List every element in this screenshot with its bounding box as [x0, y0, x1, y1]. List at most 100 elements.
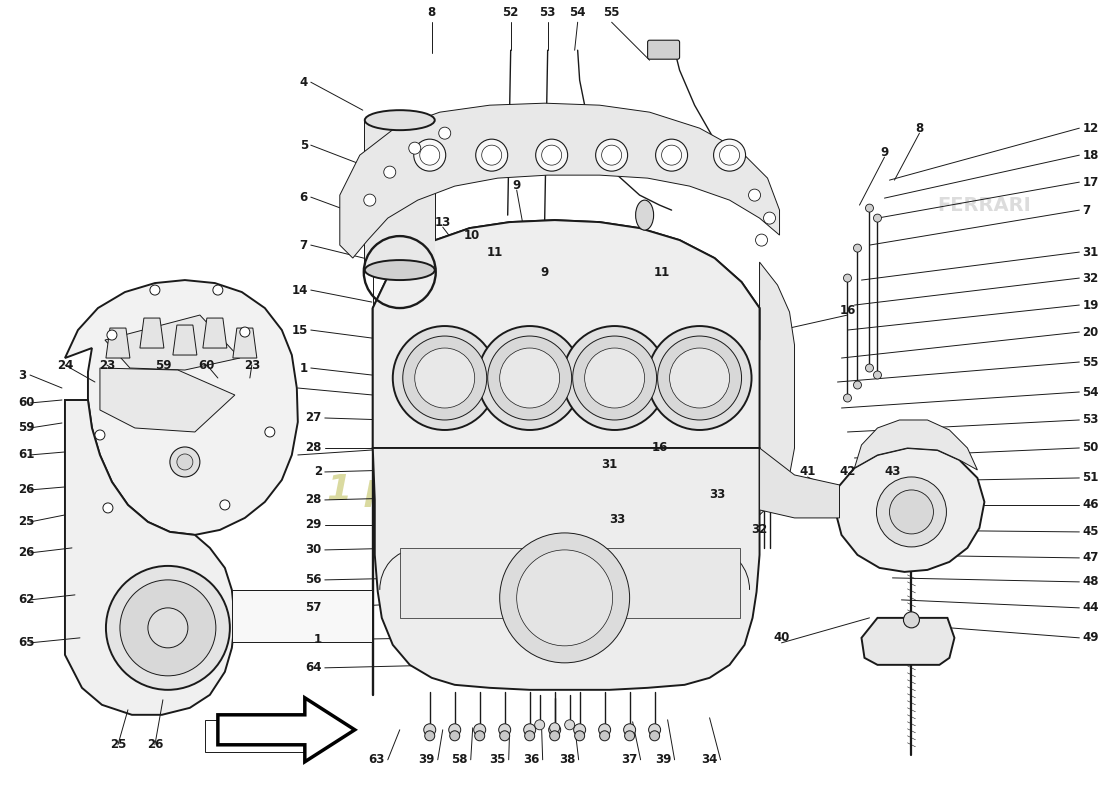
- Circle shape: [573, 336, 657, 420]
- Circle shape: [364, 194, 376, 206]
- Text: 32: 32: [751, 523, 768, 537]
- Text: 36: 36: [524, 754, 540, 766]
- Text: 26: 26: [18, 483, 34, 497]
- Circle shape: [844, 274, 851, 282]
- Text: 32: 32: [1082, 271, 1099, 285]
- Circle shape: [550, 731, 560, 741]
- Text: 16: 16: [839, 303, 856, 317]
- Text: 28: 28: [306, 494, 322, 506]
- Text: 8: 8: [915, 122, 924, 134]
- Text: 34: 34: [701, 754, 717, 766]
- Circle shape: [574, 731, 584, 741]
- Text: 4: 4: [299, 76, 308, 89]
- Polygon shape: [65, 400, 235, 715]
- Polygon shape: [173, 325, 197, 355]
- Circle shape: [517, 550, 613, 646]
- Text: 33: 33: [609, 514, 626, 526]
- Circle shape: [498, 724, 510, 736]
- Circle shape: [574, 724, 585, 736]
- Circle shape: [414, 139, 446, 171]
- Polygon shape: [202, 318, 227, 348]
- Text: 15: 15: [292, 323, 308, 337]
- Text: 43: 43: [884, 466, 901, 478]
- Ellipse shape: [365, 260, 435, 280]
- Circle shape: [866, 204, 873, 212]
- Circle shape: [220, 500, 230, 510]
- Circle shape: [499, 731, 509, 741]
- Polygon shape: [104, 315, 240, 370]
- Text: 38: 38: [559, 754, 575, 766]
- Circle shape: [475, 139, 508, 171]
- Text: 60: 60: [18, 397, 34, 410]
- Text: 51: 51: [1082, 471, 1099, 485]
- Text: 23: 23: [244, 358, 260, 371]
- Text: 17: 17: [1082, 176, 1099, 189]
- Text: FERRARI: FERRARI: [937, 196, 1032, 214]
- Text: 25: 25: [110, 738, 126, 751]
- Text: 9: 9: [880, 146, 889, 158]
- Text: 7: 7: [1082, 204, 1090, 217]
- Circle shape: [595, 139, 628, 171]
- Circle shape: [714, 139, 746, 171]
- Circle shape: [536, 139, 568, 171]
- Circle shape: [854, 381, 861, 389]
- Circle shape: [424, 724, 436, 736]
- Circle shape: [550, 723, 560, 733]
- Polygon shape: [399, 548, 739, 618]
- Circle shape: [524, 724, 536, 736]
- Circle shape: [120, 580, 216, 676]
- Text: 31: 31: [602, 458, 618, 471]
- Circle shape: [106, 566, 230, 690]
- Polygon shape: [140, 318, 164, 348]
- Circle shape: [549, 724, 561, 736]
- Circle shape: [103, 503, 113, 513]
- Text: 18: 18: [1082, 149, 1099, 162]
- Text: 64: 64: [306, 662, 322, 674]
- Circle shape: [449, 724, 461, 736]
- Polygon shape: [373, 220, 759, 448]
- Polygon shape: [861, 618, 955, 665]
- Circle shape: [541, 145, 562, 165]
- Text: 10: 10: [463, 229, 480, 242]
- Polygon shape: [365, 120, 435, 270]
- Text: 62: 62: [18, 594, 34, 606]
- Circle shape: [564, 720, 574, 730]
- Circle shape: [661, 145, 682, 165]
- Text: 45: 45: [1082, 526, 1099, 538]
- Polygon shape: [232, 590, 372, 642]
- Polygon shape: [759, 448, 839, 518]
- Text: 39: 39: [418, 754, 434, 766]
- Text: 46: 46: [1082, 498, 1099, 511]
- Circle shape: [649, 724, 661, 736]
- Text: 57: 57: [306, 602, 322, 614]
- Text: 40: 40: [773, 631, 790, 644]
- Text: 1: 1: [299, 362, 308, 374]
- Text: 35: 35: [490, 754, 506, 766]
- Text: 11: 11: [653, 266, 670, 278]
- Text: 25: 25: [18, 515, 34, 529]
- Circle shape: [854, 244, 861, 252]
- Text: 1 passion4parts: 1 passion4parts: [327, 473, 652, 507]
- Ellipse shape: [636, 200, 653, 230]
- Circle shape: [177, 454, 192, 470]
- Text: 54: 54: [1082, 386, 1099, 398]
- Circle shape: [749, 189, 760, 201]
- Circle shape: [403, 336, 486, 420]
- Text: 11: 11: [486, 246, 503, 258]
- Text: 49: 49: [1082, 631, 1099, 644]
- Text: 59: 59: [155, 358, 172, 371]
- Text: 41: 41: [800, 466, 816, 478]
- Polygon shape: [855, 420, 978, 470]
- Circle shape: [719, 145, 739, 165]
- Circle shape: [240, 327, 250, 337]
- Polygon shape: [65, 280, 298, 535]
- Circle shape: [535, 720, 544, 730]
- Polygon shape: [106, 328, 130, 358]
- Circle shape: [384, 166, 396, 178]
- Circle shape: [150, 285, 160, 295]
- Polygon shape: [836, 448, 984, 572]
- Text: 6: 6: [299, 190, 308, 204]
- Circle shape: [415, 348, 475, 408]
- Circle shape: [450, 731, 460, 741]
- Text: 13: 13: [434, 216, 451, 229]
